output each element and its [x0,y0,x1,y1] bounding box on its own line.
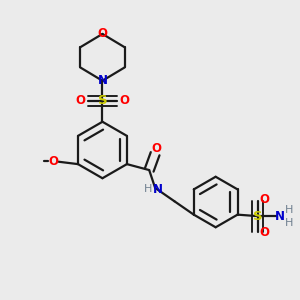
Text: S: S [253,210,262,223]
Text: H: H [284,205,293,214]
Text: S: S [98,94,107,107]
Text: O: O [259,226,269,239]
Text: O: O [152,142,162,155]
Text: O: O [119,94,129,107]
Text: O: O [259,193,269,206]
Text: H: H [284,218,293,228]
Text: H: H [143,184,152,194]
Text: O: O [76,94,85,107]
Text: N: N [98,74,107,87]
Text: N: N [275,210,285,223]
Text: O: O [98,26,107,40]
Text: N: N [152,183,163,196]
Text: O: O [48,154,58,168]
